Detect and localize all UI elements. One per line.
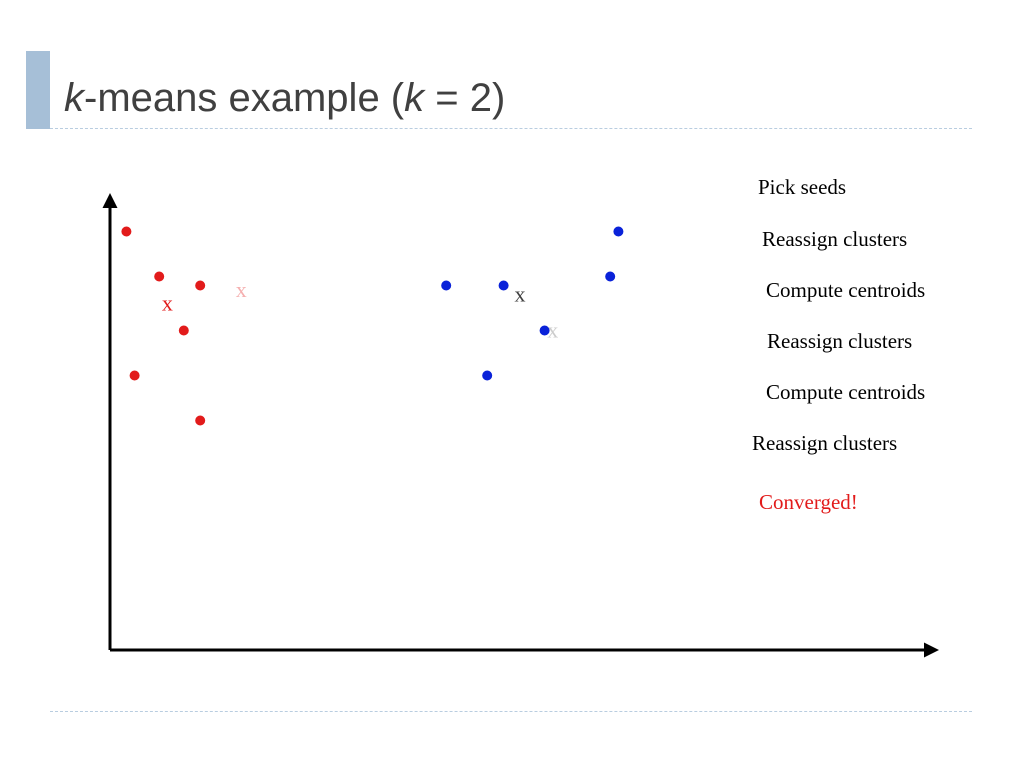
- cluster-2-point: [482, 370, 493, 381]
- points-layer: [121, 226, 624, 426]
- title-text-end: = 2): [424, 76, 506, 120]
- slide-title: k-means example (k = 2): [64, 70, 505, 126]
- title-divider: [50, 128, 972, 129]
- step-reassign-clusters-2: Reassign clusters: [767, 329, 913, 353]
- step-converged: Converged!: [759, 490, 858, 514]
- cluster-1-point: [121, 226, 132, 237]
- centroids-layer: xx xx: [162, 277, 558, 343]
- cluster-2-point: [605, 271, 616, 282]
- step-reassign-clusters-1: Reassign clusters: [762, 227, 908, 251]
- cluster-1-centroid-marker: x: [236, 277, 247, 302]
- cluster-1-point: [178, 325, 189, 336]
- step-reassign-clusters-3: Reassign clusters: [752, 431, 898, 455]
- title-variable-2: k: [404, 76, 425, 120]
- title-accent-bar: [26, 51, 50, 129]
- cluster-1-point: [154, 271, 165, 282]
- cluster-1-point: [129, 370, 140, 381]
- title-text: -means example (: [84, 76, 405, 120]
- step-pick-seeds: Pick seeds: [758, 175, 847, 199]
- step-compute-centroids-2: Compute centroids: [766, 380, 926, 404]
- cluster-1-centroid-marker: x: [162, 291, 173, 316]
- cluster-2-point: [539, 325, 550, 336]
- title-variable: k: [64, 76, 84, 120]
- cluster-2-point: [613, 226, 624, 237]
- cluster-1-point: [195, 280, 206, 291]
- footer-divider: [50, 711, 972, 712]
- cluster-1-point: [195, 415, 206, 426]
- step-compute-centroids-1: Compute centroids: [766, 278, 926, 302]
- cluster-2-centroid-marker: x: [515, 282, 526, 307]
- cluster-2-point: [441, 280, 452, 291]
- cluster-2-centroid-marker: x: [547, 318, 558, 343]
- cluster-2-point: [498, 280, 509, 291]
